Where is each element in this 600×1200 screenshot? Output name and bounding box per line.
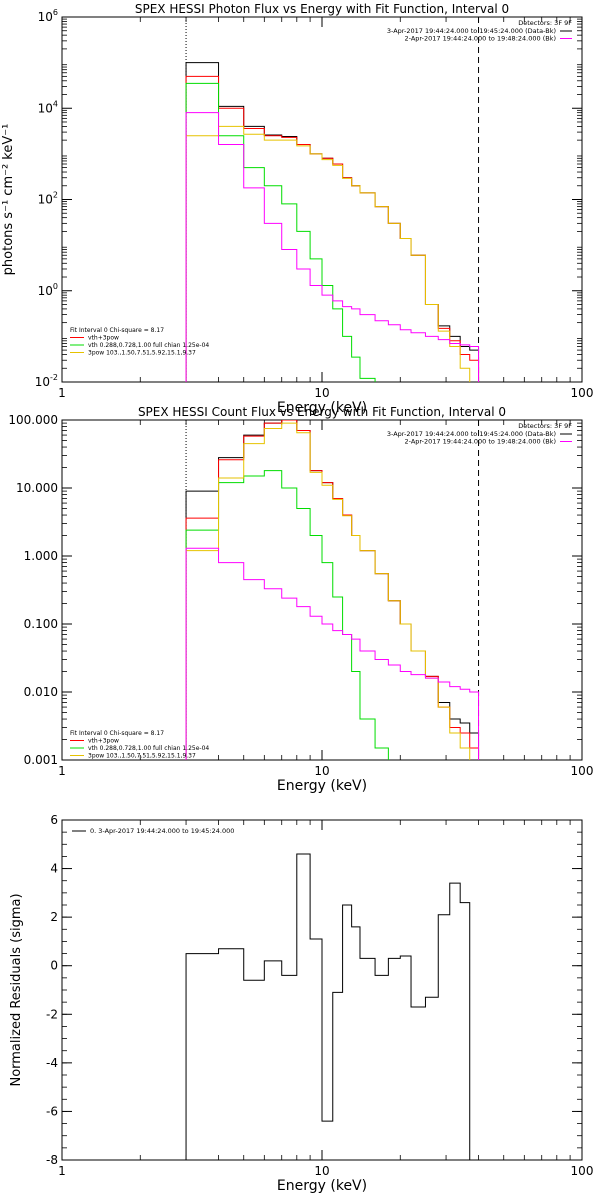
x-axis-label: Energy (keV) [277, 778, 367, 794]
y-tick-label: 6 [50, 813, 58, 827]
y-tick-label: 100.000 [8, 413, 58, 427]
y-tick-label: 10-2 [35, 373, 58, 389]
fit-chi-square-text: Fit Interval 0 Chi-square = 8.17 [70, 327, 164, 334]
x-tick-label: 10 [314, 764, 329, 778]
y-tick-label: 100 [38, 282, 58, 298]
time-interval-label-1: 3-Apr-2017 19:44:24.000 to 19:45:24.000 … [387, 27, 556, 35]
time-interval-label-2: 2-Apr-2017 19:44:24.000 to 19:48:24.000 … [405, 35, 556, 43]
series-line-1 [185, 853, 471, 1160]
x-tick-label: 10 [314, 1164, 329, 1178]
series-line-2 [185, 75, 480, 382]
series-line-5 [185, 112, 480, 382]
series-group [185, 853, 471, 1160]
y-tick-label: -6 [46, 1104, 58, 1118]
x-tick-label: 1 [58, 386, 66, 400]
series-line-3 [185, 82, 376, 382]
series-line-5 [185, 547, 480, 760]
y-axis-label: photons s⁻¹ cm⁻² keV⁻¹ [1, 124, 16, 276]
fit-chi-square-text: Fit Interval 0 Chi-square = 8.17 [70, 730, 164, 737]
y-tick-label: 10.000 [16, 481, 58, 495]
x-tick-label: 100 [571, 764, 594, 778]
legend-entry-4: 3pow 103.,1.50,7.51,5.92,15.1,9.37 [88, 753, 196, 760]
series-line-4 [185, 422, 471, 760]
y-tick-label: -8 [46, 1153, 58, 1167]
x-tick-label: 10 [314, 386, 329, 400]
legend-entry-3: vth 0.288,0.728,1.00 full chian 1.25e-04 [88, 342, 209, 349]
legend-entry-2: vth+3pow [88, 335, 119, 342]
x-axis-label: Energy (keV) [277, 1178, 367, 1194]
chart-title: SPEX HESSI Photon Flux vs Energy with Fi… [135, 2, 509, 16]
y-tick-label: 0.010 [24, 685, 58, 699]
chart-title: SPEX HESSI Count Flux vs Energy with Fit… [138, 405, 506, 419]
x-tick-label: 100 [571, 386, 594, 400]
series-line-1 [185, 62, 480, 382]
y-tick-label: 0 [50, 959, 58, 973]
y-tick-label: 102 [38, 191, 58, 207]
chart-panel-1: SPEX HESSI Photon Flux vs Energy with Fi… [1, 2, 594, 416]
time-interval-label-1: 3-Apr-2017 19:44:24.000 to 19:45:24.000 … [387, 430, 556, 438]
series-line-1 [185, 420, 480, 760]
y-tick-label: -2 [46, 1007, 58, 1021]
series-line-4 [185, 125, 471, 382]
chart-panel-3: 1 10 100 Energy (keV) -8 -6 -4 -2 0 2 4 6 Normalized… [9, 813, 594, 1194]
y-tick-label: 104 [38, 99, 58, 115]
legend-entry-2: vth+3pow [88, 738, 119, 745]
y-tick-label: 0.100 [24, 617, 58, 631]
x-axis-label: Energy (keV) [277, 400, 367, 416]
series-group [185, 420, 480, 760]
legend-entry-1: 0. 3-Apr-2017 19:44:24.000 to 19:45:24.0… [90, 827, 234, 835]
series-line-3 [185, 470, 389, 760]
legend-entry-4: 3pow 103.,1.50,7.51,5.92,15.1,9.37 [88, 350, 196, 357]
series-group [185, 62, 480, 382]
detectors-label: Detectors: 3F 9F [518, 19, 572, 27]
time-interval-label-2: 2-Apr-2017 19:44:24.000 to 19:48:24.000 … [405, 438, 556, 446]
detectors-label: Detectors: 3F 9F [518, 422, 572, 430]
y-tick-label: 0.001 [24, 753, 58, 767]
y-tick-label: 1.000 [24, 549, 58, 563]
y-tick-label: 4 [50, 862, 58, 876]
y-tick-label: 106 [38, 8, 58, 24]
x-tick-label: 100 [571, 1164, 594, 1178]
series-line-2 [185, 420, 480, 760]
x-tick-label: 1 [58, 764, 66, 778]
y-axis-label: Normalized Residuals (sigma) [9, 893, 24, 1086]
y-tick-label: -4 [46, 1056, 58, 1070]
legend-entry-3: vth 0.288,0.728,1.00 full chian 1.25e-04 [88, 745, 209, 752]
y-tick-label: 2 [50, 910, 58, 924]
chart-panel-2: SPEX HESSI Count Flux vs Energy with Fit… [8, 405, 594, 794]
x-tick-label: 1 [58, 1164, 66, 1178]
